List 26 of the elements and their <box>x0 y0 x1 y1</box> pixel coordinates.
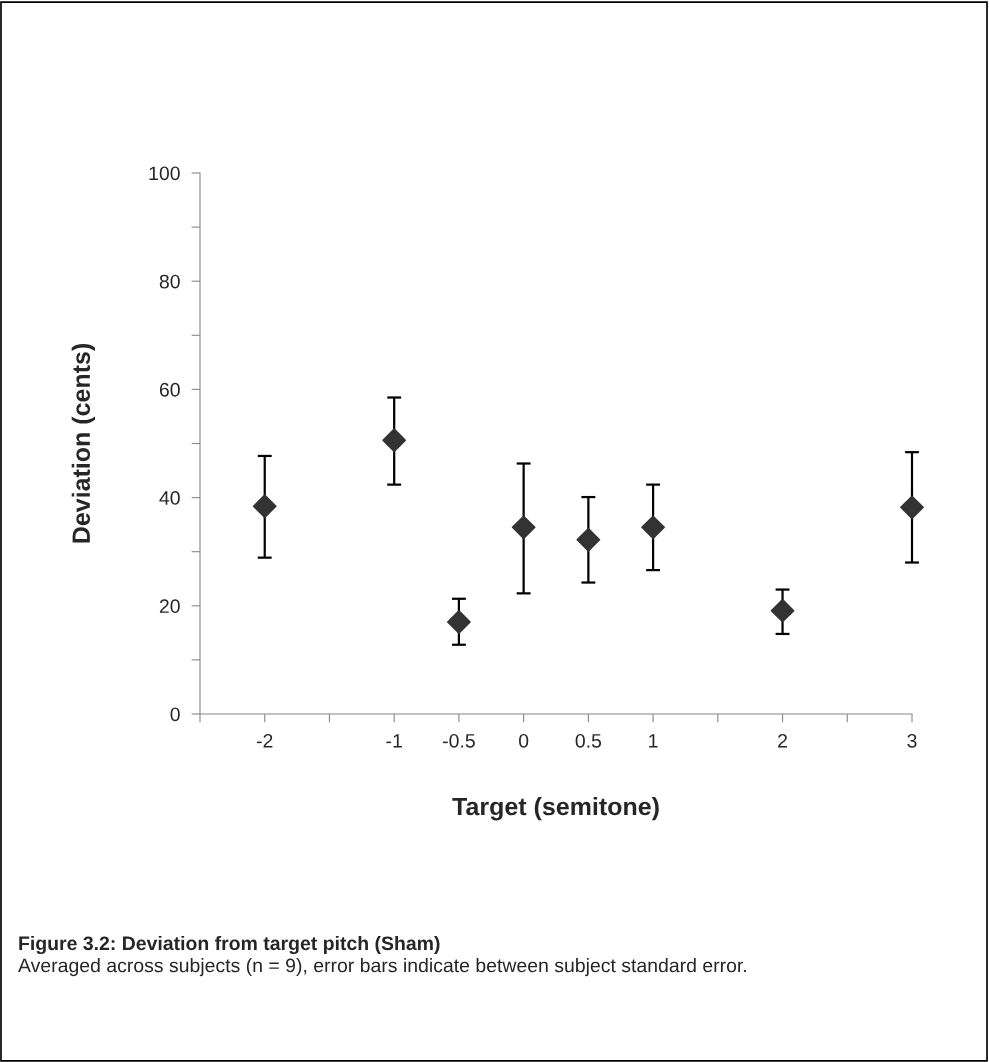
text: Figure 3.2: Deviation from target pitch (Sham) <box>19 935 440 955</box>
y-tick-label: 80 <box>159 274 180 289</box>
y-axis-title: Deviation (cents) <box>71 344 95 543</box>
x-axis-title: Target (semitone) <box>452 797 659 821</box>
x-tick-label: -0.5 <box>443 733 475 748</box>
point <box>511 515 536 540</box>
y-tick-label: 40 <box>159 491 180 505</box>
x-tick-label: 0.5 <box>575 733 602 748</box>
point <box>252 494 277 519</box>
x-tick-label: 2 <box>778 733 787 748</box>
y-tick-label: 20 <box>159 599 180 614</box>
x-tick-label: 0 <box>518 733 529 748</box>
x-tick-label: 1 <box>649 734 658 748</box>
point <box>900 495 924 520</box>
x-tick-label: 3 <box>907 733 917 748</box>
point <box>447 610 471 634</box>
point <box>641 515 665 540</box>
y-tick-label: 60 <box>159 382 180 397</box>
y-tick-label: 100 <box>149 166 180 181</box>
text: Averaged across subjects (n = 9), error bars indicate between subject standard error. <box>18 958 746 977</box>
x-tick-label: -2 <box>256 733 273 748</box>
x-tick-label: -1 <box>386 734 402 748</box>
y-tick-label: 0 <box>170 707 180 722</box>
point <box>576 527 601 552</box>
point <box>382 428 407 453</box>
point <box>770 598 795 623</box>
